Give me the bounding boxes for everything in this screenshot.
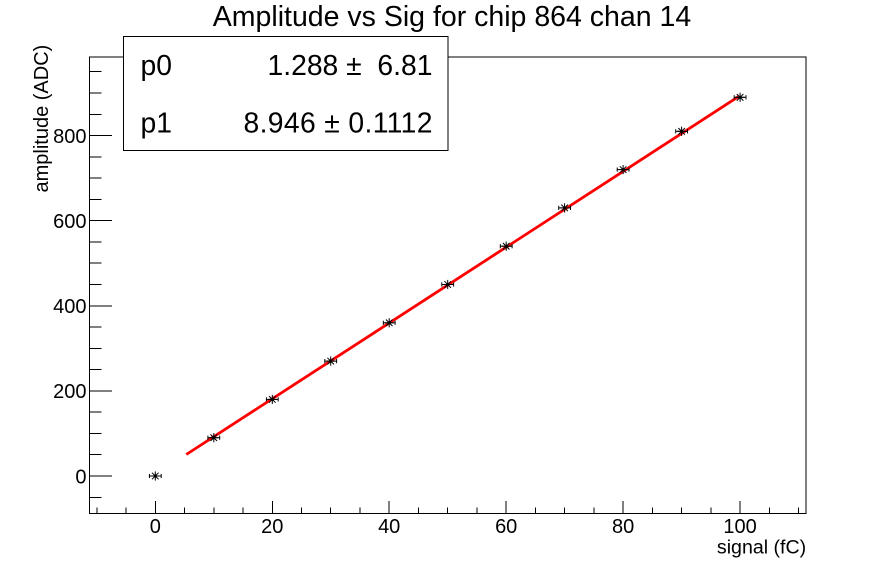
- svg-text:600: 600: [53, 211, 86, 233]
- svg-text:signal (fC): signal (fC): [717, 536, 806, 558]
- svg-text:20: 20: [261, 516, 283, 538]
- svg-text:8.946 ± 0.1112: 8.946 ± 0.1112: [244, 106, 433, 138]
- svg-text:Amplitude vs Sig for chip 864: Amplitude vs Sig for chip 864 chan 14: [213, 1, 692, 33]
- svg-text:0: 0: [75, 466, 86, 488]
- svg-text:200: 200: [53, 381, 86, 403]
- svg-text:0: 0: [150, 516, 161, 538]
- svg-text:80: 80: [612, 516, 634, 538]
- svg-text:p0: p0: [141, 49, 172, 81]
- svg-text:amplitude (ADC): amplitude (ADC): [31, 45, 53, 193]
- svg-text:400: 400: [53, 296, 86, 318]
- svg-text:800: 800: [53, 126, 86, 148]
- svg-text:p1: p1: [141, 106, 172, 138]
- svg-text:1.288 ± 6.81: 1.288 ± 6.81: [267, 49, 432, 81]
- svg-text:100: 100: [723, 516, 756, 538]
- svg-text:60: 60: [495, 516, 517, 538]
- svg-text:40: 40: [378, 516, 400, 538]
